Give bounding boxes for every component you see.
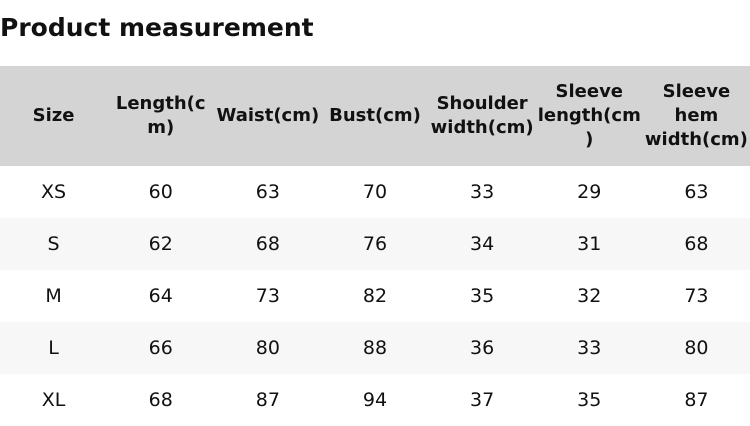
column-header: Sleeve length(cm) bbox=[535, 66, 643, 166]
table-cell: L bbox=[0, 322, 108, 374]
header-row: Size Length(cm) Waist(cm) Bust(cm) Shoulder … bbox=[0, 66, 750, 166]
column-header: Bust(cm) bbox=[321, 66, 429, 166]
table-cell: 34 bbox=[428, 218, 536, 270]
table-row: XS 60 63 70 33 29 63 bbox=[0, 166, 750, 218]
measurement-table: Size Length(cm) Waist(cm) Bust(cm) Shoulder … bbox=[0, 66, 750, 426]
table-cell: 88 bbox=[321, 322, 429, 374]
table-cell: 73 bbox=[255, 285, 280, 307]
table-cell: 80 bbox=[214, 322, 322, 374]
table-cell: 33 bbox=[535, 322, 643, 374]
table-cell: 31 bbox=[535, 218, 643, 270]
table-row: L 66 80 88 36 33 80 bbox=[0, 322, 750, 374]
table-cell: 80 bbox=[642, 322, 750, 374]
table-cell: 32 bbox=[577, 285, 602, 307]
table-cell: 60 bbox=[148, 181, 173, 203]
table-cell: M bbox=[45, 285, 62, 307]
table-cell: S bbox=[0, 218, 108, 270]
table-row: XL 68 87 94 37 35 87 bbox=[0, 374, 750, 426]
table-cell: 64 bbox=[148, 285, 173, 307]
column-header: Sleeve hem width(cm) bbox=[642, 66, 750, 166]
table-cell: 29 bbox=[577, 181, 602, 203]
table-cell: 33 bbox=[470, 181, 495, 203]
table-cell: XS bbox=[41, 181, 67, 203]
column-header: Waist(cm) bbox=[214, 66, 322, 166]
table-cell: 62 bbox=[107, 218, 215, 270]
table-cell: 35 bbox=[577, 389, 602, 411]
table-row: M 64 73 82 35 32 73 bbox=[0, 270, 750, 322]
table-cell: 35 bbox=[470, 285, 495, 307]
table-cell: 66 bbox=[107, 322, 215, 374]
table-cell: 63 bbox=[255, 181, 280, 203]
table-cell: 87 bbox=[684, 389, 709, 411]
table-cell: 37 bbox=[470, 389, 495, 411]
table-cell: 87 bbox=[255, 389, 280, 411]
column-header: Shoulder width(cm) bbox=[428, 66, 536, 166]
table-cell: 68 bbox=[642, 218, 750, 270]
column-header: Length(cm) bbox=[107, 66, 215, 166]
table-cell: 36 bbox=[428, 322, 536, 374]
table-cell: 70 bbox=[362, 181, 388, 203]
table-row: S 62 68 76 34 31 68 bbox=[0, 218, 750, 270]
table-cell: 73 bbox=[684, 285, 709, 307]
table-cell: 68 bbox=[148, 389, 173, 411]
table-cell: 76 bbox=[321, 218, 429, 270]
page-title: Product measurement bbox=[0, 13, 314, 42]
table-cell: 82 bbox=[362, 285, 388, 307]
table-cell: XL bbox=[41, 389, 66, 411]
table-cell: 68 bbox=[214, 218, 322, 270]
table-cell: 63 bbox=[684, 181, 709, 203]
column-header: Size bbox=[0, 66, 108, 166]
table-cell: 94 bbox=[362, 389, 388, 411]
